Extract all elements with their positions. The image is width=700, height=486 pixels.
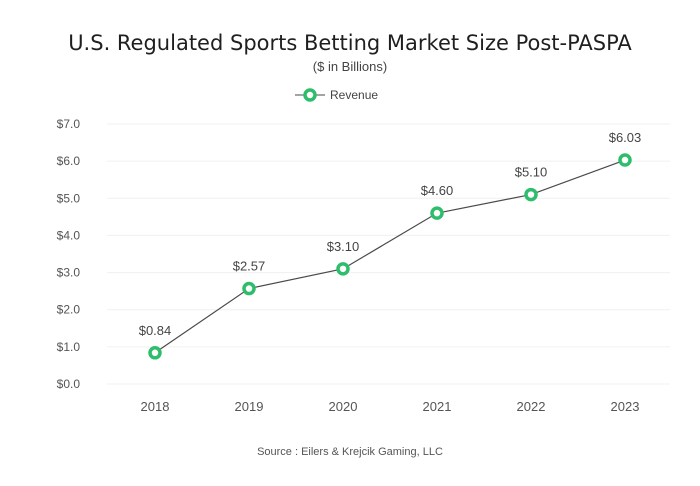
data-point[interactable]	[524, 187, 538, 202]
data-point[interactable]	[618, 153, 632, 167]
x-tick-label: 2021	[423, 399, 452, 414]
legend-marker-icon	[303, 88, 317, 102]
chart-source: Source : Eilers & Krejcik Gaming, LLC	[257, 446, 443, 458]
legend: Revenue	[295, 88, 378, 102]
data-label: $6.03	[609, 130, 642, 145]
y-tick-label: $4.0	[57, 228, 81, 242]
y-axis: $0.0 $1.0 $2.0 $3.0 $4.0 $5.0 $6.0 $7.0	[57, 117, 81, 391]
y-tick-label: $5.0	[57, 191, 81, 205]
data-label: $5.10	[515, 165, 548, 180]
data-label: $2.57	[233, 259, 266, 274]
x-tick-label: 2022	[517, 399, 546, 414]
x-tick-label: 2018	[141, 399, 170, 414]
series-revenue: $0.84 $2.57 $3.10 $4.60 $5.10 $6.03	[139, 130, 642, 360]
data-point[interactable]	[336, 262, 350, 276]
data-point[interactable]	[148, 346, 162, 360]
data-label: $0.84	[139, 323, 172, 338]
y-tick-label: $7.0	[57, 117, 81, 131]
x-tick-label: 2023	[611, 399, 640, 414]
chart-subtitle: ($ in Billions)	[313, 59, 387, 74]
y-tick-label: $6.0	[57, 154, 81, 168]
legend-label: Revenue	[330, 88, 378, 102]
y-tick-label: $0.0	[57, 377, 81, 391]
data-label: $4.60	[421, 183, 454, 198]
grid-lines	[107, 123, 670, 385]
x-tick-label: 2019	[235, 399, 264, 414]
y-tick-label: $1.0	[57, 340, 81, 354]
series-line	[154, 159, 626, 354]
chart-title: U.S. Regulated Sports Betting Market Siz…	[68, 31, 632, 55]
data-point[interactable]	[242, 281, 256, 296]
y-tick-label: $2.0	[57, 303, 81, 317]
data-label: $3.10	[327, 239, 360, 254]
x-axis: 2018 2019 2020 2021 2022 2023	[141, 399, 640, 414]
data-point[interactable]	[430, 206, 444, 220]
x-tick-label: 2020	[329, 399, 358, 414]
y-tick-label: $3.0	[57, 266, 81, 280]
